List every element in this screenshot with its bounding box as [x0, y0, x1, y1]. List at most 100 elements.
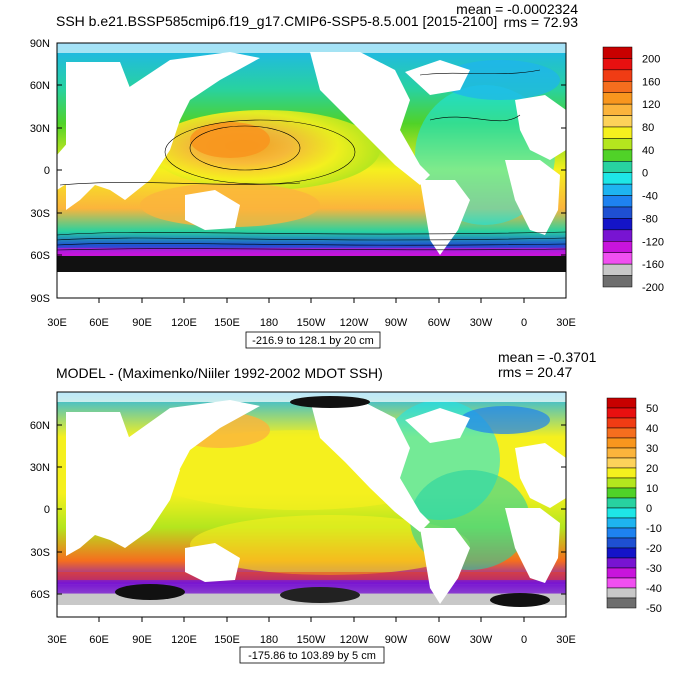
colorbar-box	[602, 229, 633, 242]
lon-label: 60W	[428, 634, 451, 646]
colorbar-label: -200	[642, 282, 664, 294]
lat-label: 30N	[30, 123, 50, 135]
colorbar-box	[606, 437, 637, 449]
lat-label: 0	[44, 504, 50, 516]
colorbar-label: 120	[642, 99, 660, 111]
lon-label: 90E	[132, 317, 152, 329]
colorbar-box	[602, 206, 633, 219]
colorbar-box	[602, 138, 633, 151]
panel-2-map	[57, 392, 566, 617]
colorbar-box	[606, 417, 637, 429]
colorbar-label: -80	[642, 213, 658, 225]
colorbar-box	[606, 427, 637, 439]
lat-label: 60N	[30, 420, 50, 432]
colorbar-label: 80	[642, 122, 654, 134]
lon-label: 150W	[297, 317, 326, 329]
lon-label: 30E	[47, 634, 67, 646]
panel-2-range-box	[239, 646, 385, 664]
panel-2-lon-axis: 30E 60E 90E 120E 150E 180 150W 120W 90W …	[47, 634, 576, 646]
colorbar-label: 40	[642, 145, 654, 157]
lon-label: 180	[260, 634, 278, 646]
colorbar-box	[606, 517, 637, 529]
colorbar-box	[602, 103, 633, 116]
colorbar-box	[606, 567, 637, 579]
lon-label: 60W	[428, 317, 451, 329]
colorbar-box	[606, 457, 637, 469]
lon-label: 30W	[470, 634, 493, 646]
lon-label: 30W	[470, 317, 493, 329]
lon-label: 120E	[171, 317, 197, 329]
colorbar-box	[606, 597, 637, 609]
colorbar-box	[606, 397, 637, 409]
colorbar-label: -160	[642, 259, 664, 271]
lat-label: 60S	[30, 589, 50, 601]
lon-label: 120E	[171, 634, 197, 646]
colorbar-box	[606, 557, 637, 569]
colorbar-label: 160	[642, 76, 660, 88]
colorbar-box	[606, 467, 637, 479]
panel-1: SSH b.e21.BSSP585cmip6.f19_g17.CMIP6-SSP…	[30, 1, 664, 349]
colorbar-label: 0	[642, 168, 648, 180]
panel-1-colorbar	[602, 46, 633, 288]
lat-label: 30S	[30, 208, 50, 220]
panel-2-range-label: -175.86 to 103.89 by 5 cm	[248, 650, 376, 662]
colorbar-box	[602, 126, 633, 139]
panel-2-rms: rms = 20.47	[498, 364, 573, 380]
lon-label: 150E	[214, 317, 240, 329]
colorbar-box	[602, 263, 633, 276]
colorbar-box	[602, 161, 633, 173]
colorbar-box	[606, 507, 637, 519]
lon-label: 60E	[89, 317, 109, 329]
panel-2: MODEL - (Maximenko/Niiler 1992-2002 MDOT…	[30, 349, 662, 664]
lon-label: 30E	[556, 634, 576, 646]
lon-label: 0	[521, 634, 527, 646]
colorbar-box	[606, 547, 637, 559]
colorbar-label: 30	[646, 443, 658, 455]
colorbar-box	[606, 587, 637, 599]
lat-label: 30S	[30, 547, 50, 559]
lon-label: 30E	[47, 317, 67, 329]
colorbar-box	[606, 487, 637, 499]
colorbar-box	[606, 407, 637, 419]
lon-label: 90W	[385, 317, 408, 329]
colorbar-box	[602, 46, 633, 59]
colorbar-label: 50	[646, 403, 658, 415]
lon-label: 60E	[89, 634, 109, 646]
lon-label: 120W	[340, 317, 369, 329]
lat-label: 90N	[30, 38, 50, 50]
colorbar-box	[602, 92, 633, 105]
panel-1-colorbar-labels: 200 160 120 80 40 0 -40 -80 -120 -160 -2…	[642, 53, 664, 294]
colorbar-label: 200	[642, 53, 660, 65]
colorbar-box	[602, 218, 633, 231]
panel-1-lat-axis: 90N 60N 30N 0 30S 60S 90S	[30, 38, 50, 305]
colorbar-label: -30	[646, 563, 662, 575]
lat-label: 60N	[30, 80, 50, 92]
colorbar-box	[606, 537, 637, 549]
colorbar-label: 20	[646, 463, 658, 475]
panel-1-range-label: -216.9 to 128.1 by 20 cm	[252, 335, 374, 347]
panel-2-lat-axis: 60N 30N 0 30S 60S	[30, 420, 50, 601]
lon-label: 180	[260, 317, 278, 329]
colorbar-box	[602, 58, 633, 71]
lat-label: 60S	[30, 250, 50, 262]
colorbar-box	[602, 183, 633, 196]
colorbar-box	[602, 195, 633, 208]
colorbar-label: -10	[646, 523, 662, 535]
panel-1-map	[56, 43, 567, 298]
lon-label: 30E	[556, 317, 576, 329]
lon-label: 150E	[214, 634, 240, 646]
panel-1-mean: mean = -0.0002324	[456, 1, 578, 17]
lat-label: 90S	[30, 293, 50, 305]
colorbar-box	[602, 252, 633, 265]
colorbar-box	[602, 275, 633, 288]
lon-label: 150W	[297, 634, 326, 646]
lon-label: 120W	[340, 634, 369, 646]
panel-1-range-box	[245, 331, 381, 349]
colorbar-box	[606, 477, 637, 489]
lon-label: 90E	[132, 634, 152, 646]
lat-label: 30N	[30, 462, 50, 474]
panel-2-colorbar	[606, 397, 637, 609]
panel-1-title: SSH b.e21.BSSP585cmip6.f19_g17.CMIP6-SSP…	[56, 13, 497, 29]
colorbar-label: 0	[646, 503, 652, 515]
